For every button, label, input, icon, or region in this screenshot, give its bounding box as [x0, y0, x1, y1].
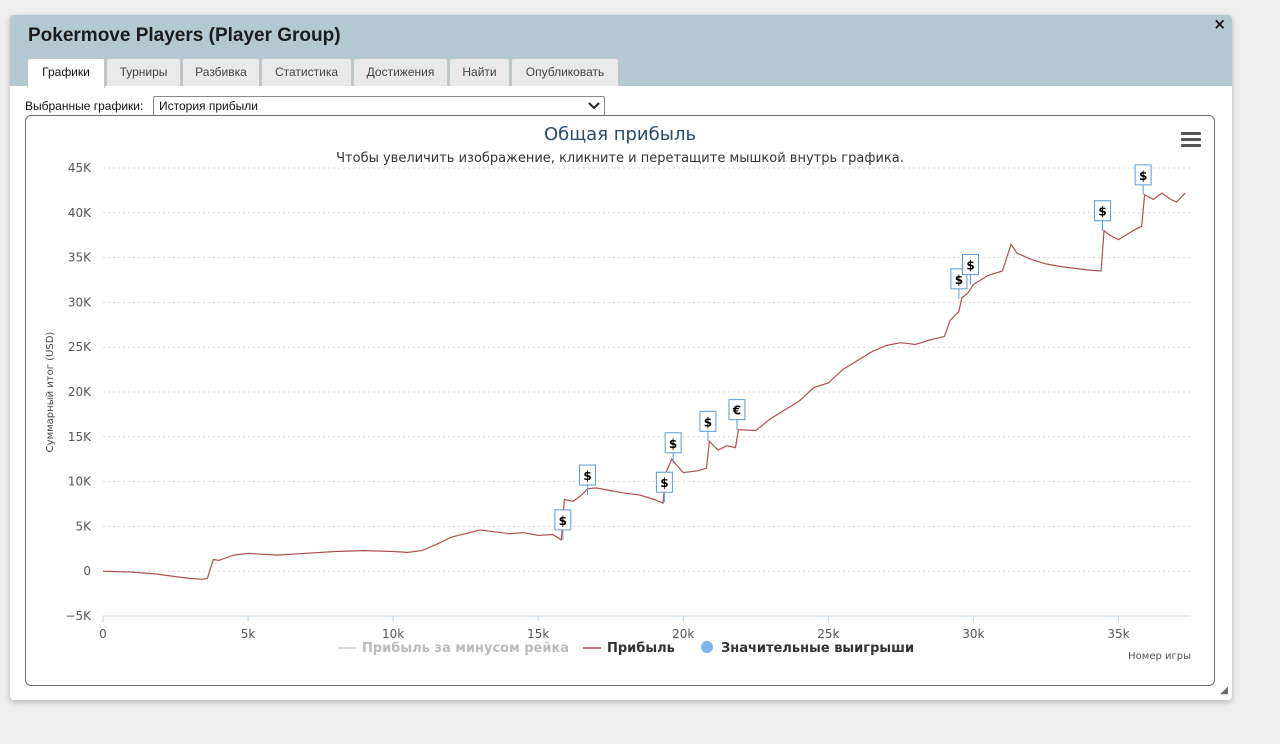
- y-tick-label: 20K: [68, 385, 92, 399]
- big-win-flag-symbol: $: [704, 415, 712, 429]
- chevron-down-icon: [588, 102, 600, 110]
- big-win-flag: [554, 509, 572, 531]
- y-tick-label: 5K: [75, 519, 92, 533]
- big-win-flag: [655, 471, 673, 493]
- chart-menu-icon[interactable]: [1181, 132, 1201, 148]
- y-tick-label: 10K: [68, 475, 92, 489]
- profit-series-line: [102, 192, 1186, 580]
- x-tick-label: 15k: [527, 627, 549, 641]
- legend-bigwin-swatch: [701, 641, 713, 653]
- x-tick-label: 30k: [962, 627, 984, 641]
- y-axis-label: Суммарный итог (USD): [45, 332, 56, 453]
- legend-rake-label: Прибыль за минусом рейка: [362, 641, 569, 656]
- player-group-dialog: Pokermove Players (Player Group) × Графи…: [10, 15, 1232, 700]
- x-tick-label: 5k: [241, 627, 256, 641]
- big-win-flag-symbol: $: [966, 258, 974, 272]
- big-win-flag: [579, 464, 597, 486]
- y-tick-label: 35K: [68, 251, 92, 265]
- big-win-flag-symbol: $: [660, 476, 668, 490]
- big-win-flag-symbol: $: [1139, 169, 1147, 183]
- close-icon[interactable]: ×: [1213, 15, 1226, 33]
- legend-bigwin-label: Значительные выигрыши: [721, 641, 914, 656]
- resize-handle-icon[interactable]: ◢: [1220, 685, 1228, 696]
- y-tick-label: 0: [83, 564, 91, 578]
- x-tick-label: 20k: [672, 627, 694, 641]
- big-win-flag-symbol: $: [583, 469, 591, 483]
- x-tick-label: 35k: [1107, 627, 1129, 641]
- chart-subtitle: Чтобы увеличить изображение, кликните и …: [336, 151, 904, 166]
- y-tick-label: −5K: [65, 609, 92, 623]
- tab-find[interactable]: Найти: [449, 58, 510, 86]
- tab-achievements[interactable]: Достижения: [353, 58, 448, 86]
- x-tick-label: 25k: [817, 627, 839, 641]
- big-win-flag: [961, 253, 979, 275]
- tab-breakdown[interactable]: Разбивка: [182, 58, 260, 86]
- chart-container: Общая прибыль Чтобы увеличить изображение…: [25, 115, 1215, 686]
- x-tick-label: 0: [99, 627, 107, 641]
- y-tick-label: 30K: [68, 295, 92, 309]
- big-win-flag: [1094, 200, 1112, 222]
- tab-graphs[interactable]: Графики: [27, 58, 105, 88]
- chart-title: Общая прибыль: [544, 124, 696, 145]
- y-tick-label: 40K: [68, 206, 92, 220]
- y-tick-label: 15K: [68, 430, 92, 444]
- x-tick-label: 10k: [382, 627, 404, 641]
- chart-selector-dropdown[interactable]: История прибыли: [153, 96, 605, 116]
- big-win-flag: [664, 432, 682, 454]
- tab-statistics[interactable]: Статистика: [261, 58, 352, 86]
- profit-chart[interactable]: Общая прибыль Чтобы увеличить изображение…: [26, 116, 1214, 685]
- chart-selector-value: История прибыли: [159, 99, 258, 113]
- big-win-flag-symbol: $: [1098, 205, 1106, 219]
- y-tick-label: 45K: [68, 161, 92, 175]
- y-tick-label: 25K: [68, 340, 92, 354]
- big-win-flag: [1134, 164, 1152, 186]
- chart-selector-label: Выбранные графики:: [25, 99, 144, 113]
- dialog-title: Pokermove Players (Player Group): [28, 25, 341, 46]
- dialog-titlebar[interactable]: Pokermove Players (Player Group) × Графи…: [10, 15, 1232, 88]
- big-win-flag: [699, 410, 717, 432]
- x-axis-label: Номер игры: [1128, 651, 1191, 662]
- big-win-flag-symbol: $: [955, 273, 963, 287]
- big-win-flag-symbol: €: [732, 404, 741, 418]
- tab-tournaments[interactable]: Турниры: [106, 58, 181, 86]
- tab-publish[interactable]: Опубликовать: [511, 58, 619, 86]
- legend-profit-label: Прибыль: [607, 641, 675, 656]
- big-win-flag-symbol: $: [669, 437, 677, 451]
- big-win-flag: [728, 399, 746, 421]
- big-win-flag-symbol: $: [559, 514, 567, 528]
